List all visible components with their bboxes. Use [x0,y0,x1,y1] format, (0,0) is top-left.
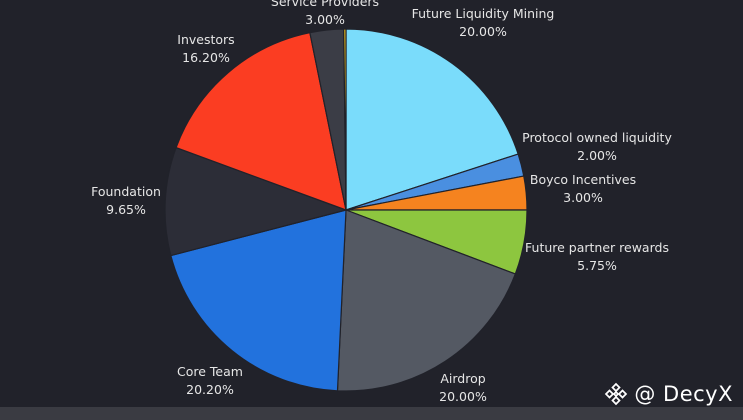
watermark: @ DecyX [604,382,733,406]
slice-value-investors: 16.20% [182,50,230,65]
pie-slice-airdrop [336,209,517,392]
slice-value-core-team: 20.20% [186,382,234,397]
slice-label-investors: Investors 16.20% [177,32,234,65]
slice-name-airdrop: Airdrop [440,371,485,386]
slice-name-protocol-owned-liquidity: Protocol owned liquidity [522,130,672,145]
slice-label-airdrop: Airdrop 20.00% [439,371,487,404]
slice-label-foundation: Foundation 9.65% [91,184,161,217]
slice-value-foundation: 9.65% [106,202,146,217]
slice-name-foundation: Foundation [91,184,161,199]
pie-slices [164,28,528,392]
slice-value-future-liquidity-mining: 20.00% [459,24,507,39]
slice-name-investors: Investors [177,32,234,47]
pie-slice-foundation [164,146,349,257]
slice-value-service-providers: 3.00% [305,12,345,27]
slice-label-future-liquidity-mining: Future Liquidity Mining 20.00% [412,6,555,39]
slice-name-future-partner-rewards: Future partner rewards [525,240,669,255]
slice-value-protocol-owned-liquidity: 2.00% [577,148,617,163]
slice-value-boyco-incentives: 3.00% [563,190,603,205]
slice-label-core-team: Core Team 20.20% [177,364,243,397]
slice-value-airdrop: 20.00% [439,389,487,404]
slice-value-future-partner-rewards: 5.75% [577,258,617,273]
bottom-strip [0,407,743,420]
pie-slice-core-team [170,209,347,392]
slice-name-core-team: Core Team [177,364,243,379]
slice-name-boyco-incentives: Boyco Incentives [530,172,636,187]
slice-label-service-providers: Service Providers 3.00% [271,0,379,27]
pie-slice-future-liquidity-mining [345,28,519,211]
slice-name-service-providers: Service Providers [271,0,379,9]
slice-name-future-liquidity-mining: Future Liquidity Mining [412,6,555,21]
pie-slice-investors [175,31,347,211]
watermark-text: @ DecyX [634,382,733,406]
pie-labels: Future Liquidity Mining 20.00% Protocol ow… [91,0,672,404]
pie-slice-minor [343,28,347,211]
slice-label-protocol-owned-liquidity: Protocol owned liquidity 2.00% [522,130,672,163]
slice-label-boyco-incentives: Boyco Incentives 3.00% [530,172,636,205]
binance-diamond-icon [605,382,628,406]
slice-label-future-partner-rewards: Future partner rewards 5.75% [525,240,669,273]
